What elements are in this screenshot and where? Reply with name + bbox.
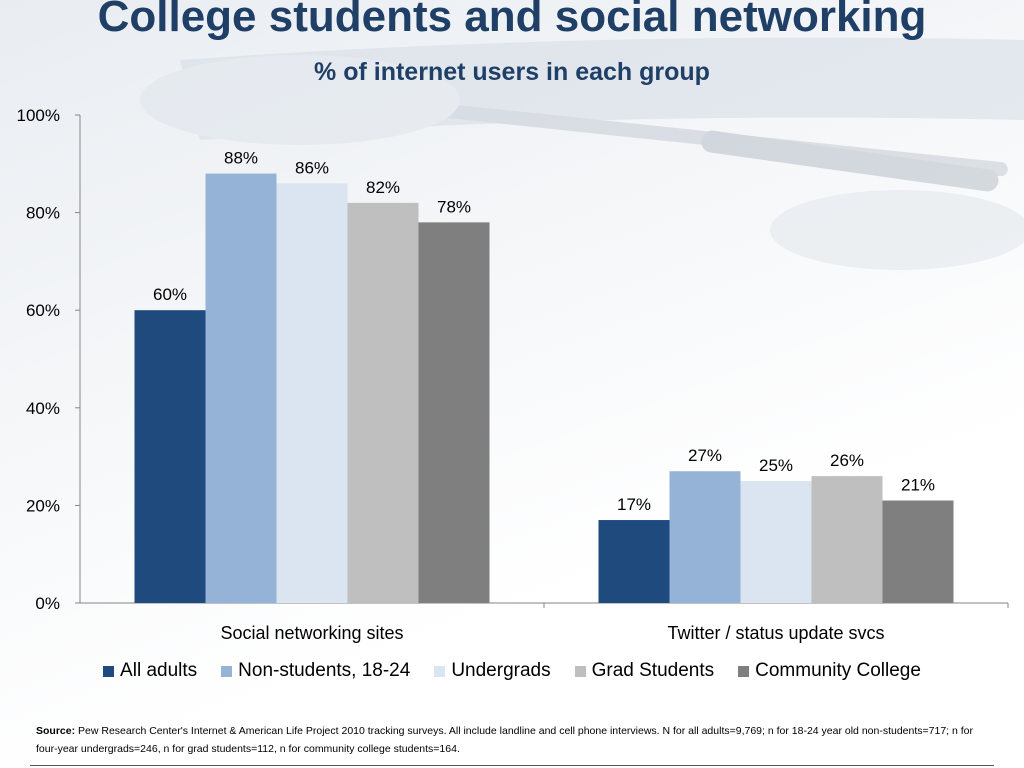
bar-chart: 0% 20% 40% 60% 80% 100% 60% 88% 86% 82% 78% Social … [17,106,1009,643]
legend-item: Undergrads [434,660,551,682]
bar-data-label: 25% [759,456,793,475]
legend-swatch [103,665,115,677]
bar-data-label: 21% [901,476,935,495]
bar-data-label: 82% [366,178,400,197]
y-tick-label: 100% [17,106,60,125]
legend-item: Community College [738,660,921,682]
bar [205,173,277,603]
chart-subtitle: % of internet users in each group [314,58,710,86]
x-category-label: Twitter / status update svcs [667,623,884,643]
x-category-label: Social networking sites [220,623,403,643]
source-note: Source: Pew Research Center's Internet &… [36,722,988,758]
legend-label: Undergrads [451,660,551,681]
source-label: Source: [36,725,76,737]
y-tick-label: 80% [26,204,60,223]
legend-item: Non-students, 18-24 [221,660,410,682]
footer-divider [30,765,994,766]
y-tick-label: 60% [26,301,60,320]
legend-item: All adults [103,660,197,682]
legend-label: Non-students, 18-24 [238,660,411,681]
bar-data-label: 27% [688,446,722,465]
bar [882,500,954,603]
y-tick-label: 20% [26,496,60,515]
y-tick-label: 0% [35,594,60,613]
bar [276,183,348,603]
bar-data-label: 17% [617,495,651,514]
bar [740,481,812,603]
chart-title: College students and social networking [97,0,927,41]
legend-label: Community College [755,660,921,681]
bar [598,520,670,603]
legend-item: Grad Students [574,660,715,682]
legend-label: Grad Students [591,660,715,681]
bar [669,471,741,603]
legend-swatch [738,665,750,677]
background-photo-decoration [140,37,1024,270]
bar-data-label: 60% [153,285,187,304]
bar-data-label: 26% [830,451,864,470]
bar [418,222,490,604]
bar [811,476,883,603]
legend-swatch [434,665,446,677]
legend-label: All adults [120,660,198,681]
bar-data-label: 86% [295,158,329,177]
legend-swatch [574,665,586,677]
bar [134,310,206,603]
bar [347,202,419,603]
source-text: Pew Research Center's Internet & America… [36,725,974,755]
chart-legend: All adults Non-students, 18-24 Undergrads G… [0,660,1024,682]
legend-swatch [221,665,233,677]
bar-data-label: 78% [437,197,471,216]
bar-data-label: 88% [224,149,258,168]
y-tick-label: 40% [26,399,60,418]
